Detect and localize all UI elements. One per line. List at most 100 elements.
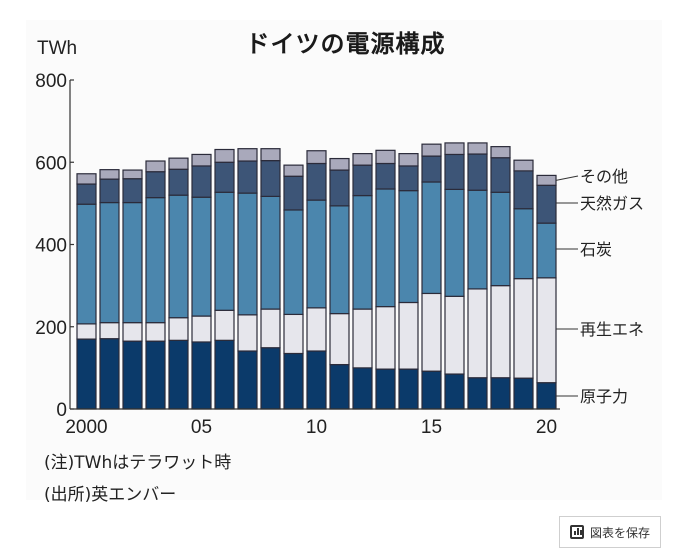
bar-segment-2018-0 bbox=[490, 377, 511, 410]
bar-segment-2004-1 bbox=[168, 317, 189, 341]
bar-segment-2006-1 bbox=[214, 309, 235, 341]
legend-label-2: 石炭 bbox=[580, 240, 612, 259]
bar-segment-2000-3 bbox=[76, 183, 97, 205]
bar-segment-2009-2 bbox=[283, 209, 304, 316]
bar-segment-2016-0 bbox=[444, 373, 465, 410]
bar-segment-2013-1 bbox=[375, 305, 396, 370]
bar-segment-2012-4 bbox=[352, 153, 373, 166]
chart-title: ドイツの電源構成 bbox=[245, 30, 446, 58]
bar-segment-2010-2 bbox=[306, 199, 327, 309]
y-tick-label: 400 bbox=[35, 236, 67, 257]
bar-segment-2010-3 bbox=[306, 162, 327, 201]
bar-segment-2020-2 bbox=[536, 222, 557, 279]
legend-label-3: 天然ガス bbox=[580, 194, 644, 213]
bar-segment-2015-2 bbox=[421, 181, 442, 295]
bar-segment-2013-3 bbox=[375, 162, 396, 190]
bar-segment-2000-2 bbox=[76, 203, 97, 325]
bar-segment-2018-2 bbox=[490, 191, 511, 287]
bar-segment-2019-1 bbox=[513, 278, 534, 379]
bar-segment-2003-4 bbox=[145, 160, 166, 173]
bar-segment-2002-2 bbox=[122, 201, 143, 324]
legend-label-4: その他 bbox=[580, 167, 628, 186]
bar-segment-2001-1 bbox=[99, 322, 120, 340]
bar-segment-2015-1 bbox=[421, 292, 442, 372]
bar-segment-2011-4 bbox=[329, 157, 350, 171]
bar-segment-2019-0 bbox=[513, 377, 534, 410]
bar-segment-2011-2 bbox=[329, 205, 350, 315]
bar-segment-2007-3 bbox=[237, 160, 258, 194]
bar-segment-2016-3 bbox=[444, 153, 465, 190]
bar-segment-2006-2 bbox=[214, 191, 235, 311]
bar-segment-2014-3 bbox=[398, 165, 419, 192]
bar-segment-2001-4 bbox=[99, 169, 120, 180]
bar-segment-2001-2 bbox=[99, 201, 120, 324]
bar-segment-2005-3 bbox=[191, 165, 212, 198]
bar-segment-2003-1 bbox=[145, 322, 166, 342]
bar-segment-2015-3 bbox=[421, 155, 442, 183]
bar-segment-2004-3 bbox=[168, 168, 189, 196]
x-tick-label: 10 bbox=[306, 417, 327, 438]
bar-segment-2013-0 bbox=[375, 368, 396, 410]
bar-segment-2008-3 bbox=[260, 160, 281, 197]
bar-segment-2019-2 bbox=[513, 208, 534, 280]
bar-segment-2005-4 bbox=[191, 153, 212, 167]
bar-segment-2011-3 bbox=[329, 169, 350, 207]
bar-segment-2004-2 bbox=[168, 194, 189, 319]
bar-segment-2019-4 bbox=[513, 159, 534, 172]
x-tick-label: 20 bbox=[536, 417, 557, 438]
bar-segment-2003-3 bbox=[145, 171, 166, 199]
bar-segment-2009-1 bbox=[283, 313, 304, 355]
chart-source: (出所)英エンバー bbox=[44, 485, 177, 505]
x-tick-label: 05 bbox=[191, 417, 212, 438]
bar-segment-2016-4 bbox=[444, 142, 465, 156]
y-tick-label: 800 bbox=[35, 71, 67, 92]
save-chart-label: 図表を保存 bbox=[589, 525, 650, 540]
bar-segment-2014-4 bbox=[398, 153, 419, 167]
bar-segment-2009-0 bbox=[283, 352, 304, 410]
bar-segment-2012-0 bbox=[352, 367, 373, 410]
bar-segment-2018-1 bbox=[490, 285, 511, 379]
bar-segment-2005-1 bbox=[191, 315, 212, 343]
legend-label-0: 原子力 bbox=[580, 387, 628, 406]
bar-segment-2020-4 bbox=[536, 174, 557, 186]
bar-segment-2020-1 bbox=[536, 277, 557, 384]
bar-segment-2013-4 bbox=[375, 149, 396, 165]
legend-label-1: 再生エネ bbox=[580, 320, 644, 339]
bar-segment-2006-4 bbox=[214, 148, 235, 163]
bar-segment-2001-3 bbox=[99, 178, 120, 204]
bar-segment-2014-2 bbox=[398, 190, 419, 304]
bar-segment-2008-1 bbox=[260, 308, 281, 349]
bar-segment-2011-0 bbox=[329, 363, 350, 410]
bar-segment-2004-0 bbox=[168, 339, 189, 410]
bar-segment-2012-2 bbox=[352, 194, 373, 310]
bar-segment-2000-4 bbox=[76, 173, 97, 185]
bar-segment-2006-0 bbox=[214, 339, 235, 410]
bar-segment-2002-0 bbox=[122, 340, 143, 410]
bar-segment-2015-4 bbox=[421, 143, 442, 157]
bar-segment-2020-3 bbox=[536, 184, 557, 224]
bar-segment-2012-3 bbox=[352, 164, 373, 197]
bar-segment-2007-0 bbox=[237, 350, 258, 410]
bar-segment-2014-1 bbox=[398, 301, 419, 370]
save-chart-button[interactable]: 図表を保存 bbox=[559, 516, 661, 548]
bar-segment-2002-4 bbox=[122, 169, 143, 180]
bar-segment-2020-0 bbox=[536, 382, 557, 410]
bar-segment-2015-0 bbox=[421, 370, 442, 410]
chart-note: (注)TWhはテラワット時 bbox=[44, 453, 232, 473]
bar-segment-2010-4 bbox=[306, 150, 327, 165]
x-tick-label: 15 bbox=[421, 417, 442, 438]
y-tick-label: 0 bbox=[56, 400, 67, 421]
bar-segment-2016-1 bbox=[444, 295, 465, 375]
bar-segment-2005-0 bbox=[191, 341, 212, 410]
bar-segment-2010-1 bbox=[306, 307, 327, 352]
bar-segment-2013-2 bbox=[375, 188, 396, 308]
bar-segment-2016-2 bbox=[444, 188, 465, 297]
bar-segment-2014-0 bbox=[398, 368, 419, 410]
bar-segment-2017-0 bbox=[467, 377, 488, 410]
bar-segment-2012-1 bbox=[352, 308, 373, 369]
bar-segment-2007-4 bbox=[237, 148, 258, 162]
bar-segment-2000-1 bbox=[76, 323, 97, 340]
bar-segment-2006-3 bbox=[214, 161, 235, 193]
bar-segment-2004-4 bbox=[168, 157, 189, 170]
